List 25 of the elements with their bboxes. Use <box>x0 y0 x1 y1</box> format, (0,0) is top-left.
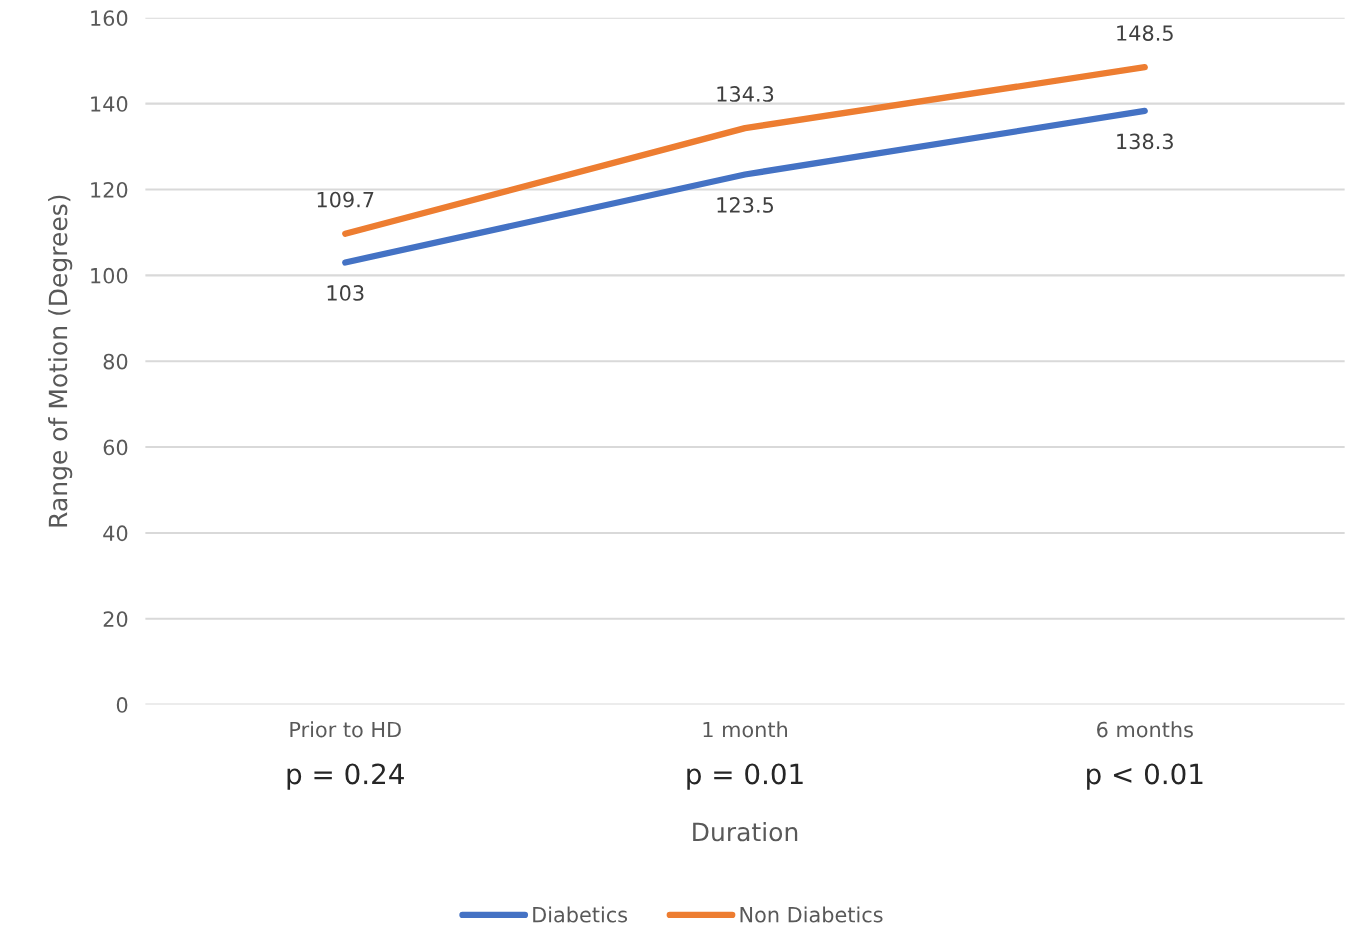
x-tick-label: 1 month <box>703 721 787 738</box>
x-axis-title: Duration <box>693 822 798 842</box>
data-label: 109.7 <box>317 191 374 208</box>
text: p = 0.01 <box>687 763 803 790</box>
data-label: 134.3 <box>717 86 774 102</box>
text: p = 0.24 <box>287 763 404 790</box>
data-label: 103 <box>327 285 364 301</box>
y-tick-label: 20 <box>103 611 128 627</box>
x-tick-label: 6 months <box>1097 721 1193 738</box>
y-tick-label: 80 <box>103 353 128 370</box>
y-tick-label: 120 <box>91 181 128 198</box>
x-tick-label: Prior to HD <box>290 721 401 738</box>
data-label: 148.5 <box>1117 25 1173 41</box>
y-tick-label: 160 <box>91 10 128 27</box>
y-tick-label: 0 <box>116 697 128 713</box>
legend-label: Non Diabetics <box>740 906 883 923</box>
legend-label: Diabetics <box>533 906 628 923</box>
text: p < 0.01 <box>1087 763 1203 790</box>
y-tick-label: 140 <box>91 96 128 112</box>
data-label: 123.5 <box>717 197 774 213</box>
y-tick-label: 100 <box>91 267 128 284</box>
y-axis-title: Range of Motion (Degrees) <box>48 195 73 527</box>
y-tick-label: 40 <box>103 525 128 542</box>
y-tick-label: 60 <box>103 439 128 456</box>
data-label: 138.3 <box>1117 133 1173 150</box>
